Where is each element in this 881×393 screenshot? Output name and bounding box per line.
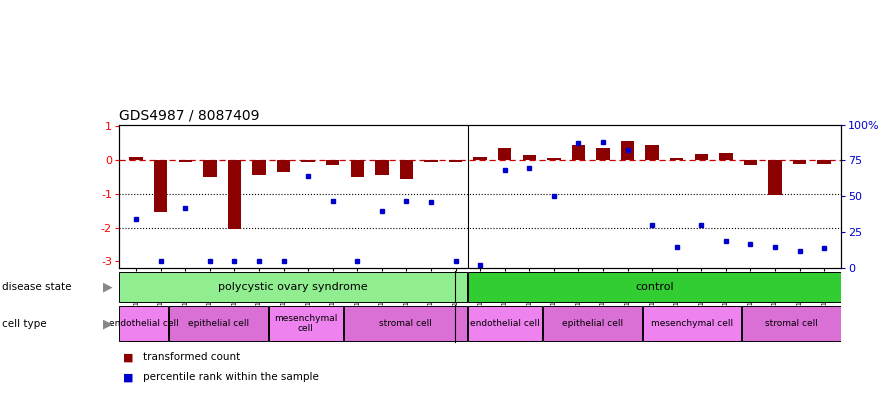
Text: stromal cell: stromal cell [765,319,818,328]
Text: epithelial cell: epithelial cell [188,319,249,328]
Bar [793,160,806,164]
Bar [400,160,413,178]
Text: disease state: disease state [2,282,71,292]
Text: endothelial cell: endothelial cell [470,319,540,328]
Bar [277,160,291,172]
Bar [252,160,266,175]
Bar [344,306,467,341]
Text: control: control [635,282,674,292]
Bar [768,160,781,195]
Bar [269,306,343,341]
Bar [120,272,467,302]
Bar [694,154,708,160]
Text: cell type: cell type [2,319,47,329]
Bar [670,158,684,160]
Text: ▶: ▶ [103,281,113,294]
Bar [621,141,634,160]
Bar [543,306,641,341]
Bar [522,155,536,160]
Text: epithelial cell: epithelial cell [562,319,623,328]
Bar [719,152,733,160]
Text: polycystic ovary syndrome: polycystic ovary syndrome [218,282,368,292]
Text: mesenchymal
cell: mesenchymal cell [274,314,337,333]
Bar [498,148,512,160]
Bar [596,148,610,160]
Text: GDS4987 / 8087409: GDS4987 / 8087409 [119,108,259,122]
Bar [473,157,487,160]
Bar [169,306,268,341]
Bar [818,160,831,164]
Bar [742,306,840,341]
Text: stromal cell: stromal cell [379,319,432,328]
Bar [227,160,241,229]
Text: ▶: ▶ [103,317,113,330]
Bar [646,145,659,160]
Bar [572,145,585,160]
Text: transformed count: transformed count [143,352,240,362]
Bar [154,160,167,212]
Text: endothelial cell: endothelial cell [109,319,179,328]
Text: ■: ■ [123,352,134,362]
Bar [468,306,542,341]
Bar [744,160,757,165]
Bar [448,160,463,162]
Bar [547,158,560,160]
Bar [425,160,438,162]
Bar [204,160,217,177]
Text: mesenchymal cell: mesenchymal cell [651,319,733,328]
Text: percentile rank within the sample: percentile rank within the sample [143,372,319,382]
Bar [642,306,741,341]
Bar [326,160,339,165]
Bar [120,306,168,341]
Bar [351,160,364,177]
Bar [301,160,315,162]
Bar [179,160,192,162]
Text: ■: ■ [123,372,134,382]
Bar [375,160,389,175]
Bar [130,157,143,160]
Bar [468,272,840,302]
